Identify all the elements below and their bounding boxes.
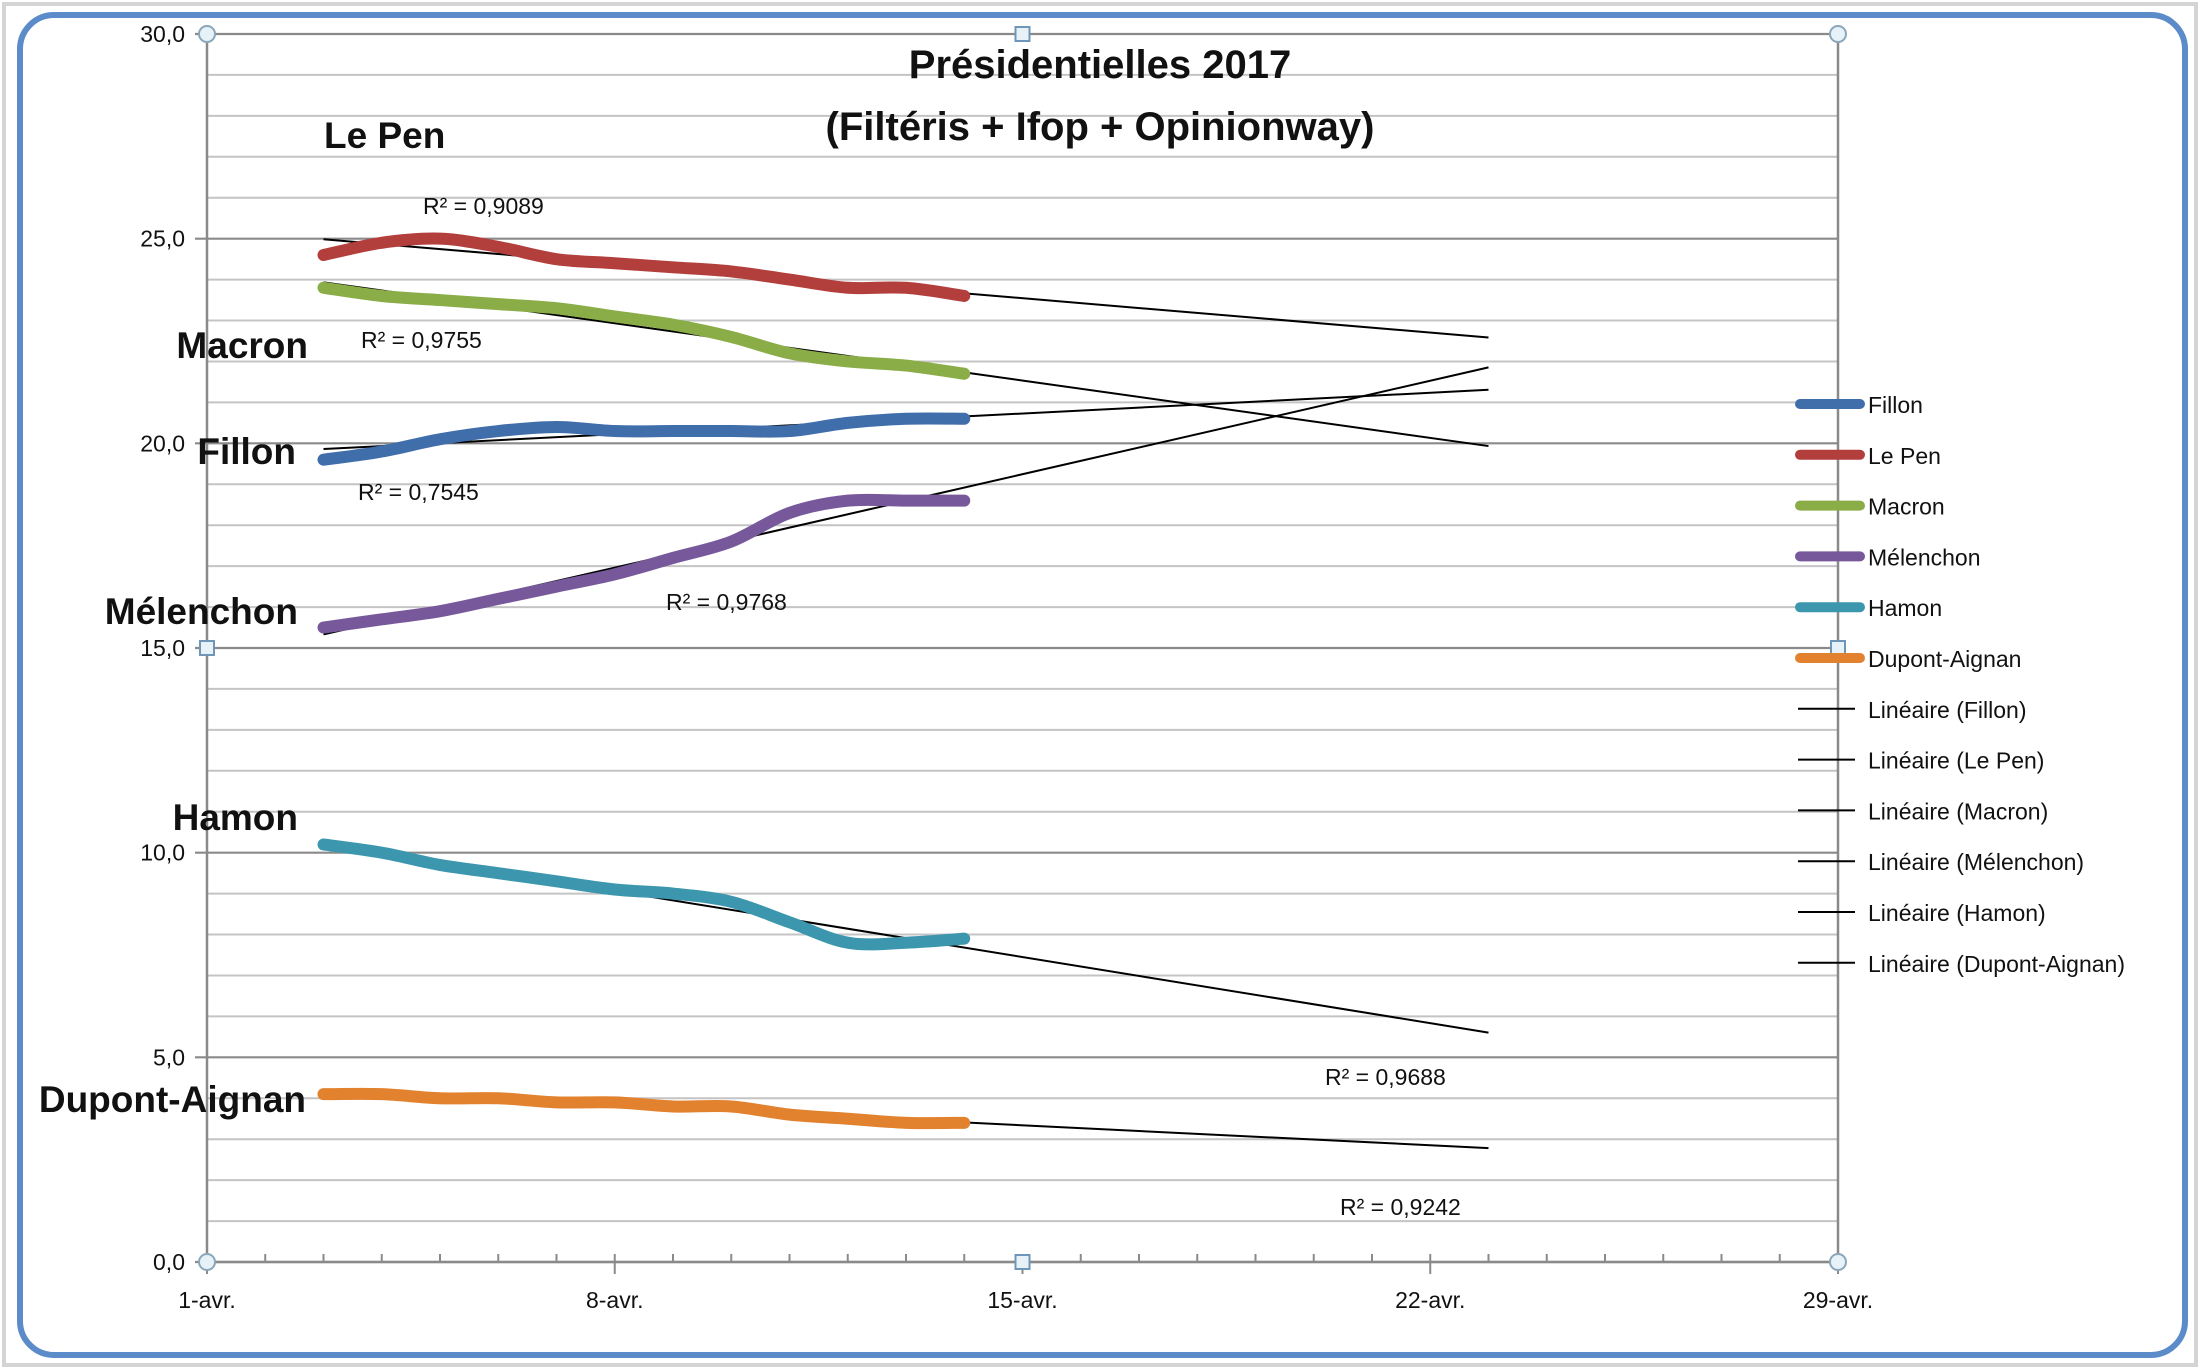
series-line-Dupont-Aignan bbox=[317, 1087, 971, 1130]
resize-handle bbox=[1830, 640, 1846, 656]
legend-entry: Hamon bbox=[1868, 595, 1942, 621]
legend-entry: Dupont-Aignan bbox=[1868, 646, 2021, 672]
legend-entry: Linéaire (Hamon) bbox=[1868, 900, 2046, 926]
r-squared-label-Dupont-Aignan: R² = 0,9242 bbox=[1340, 1194, 1461, 1220]
y-tick-label: 25,0 bbox=[140, 226, 185, 252]
chart-title-line1: Présidentielles 2017 bbox=[909, 43, 1291, 87]
series-lines bbox=[317, 232, 971, 1130]
legend-entry: Linéaire (Macron) bbox=[1868, 798, 2048, 824]
resize-handle bbox=[199, 640, 215, 656]
x-tick-label: 1-avr. bbox=[178, 1287, 236, 1313]
legend-entry: Le Pen bbox=[1868, 443, 1941, 469]
legend-entry: Linéaire (Fillon) bbox=[1868, 697, 2027, 723]
resize-handle bbox=[198, 25, 216, 43]
legend-entry: Linéaire (Mélenchon) bbox=[1868, 849, 2084, 875]
series-line-Le Pen bbox=[317, 232, 971, 302]
resize-handle bbox=[1829, 1253, 1847, 1271]
resize-handle bbox=[1014, 26, 1031, 42]
legend-entry: Linéaire (Dupont-Aignan) bbox=[1868, 951, 2125, 977]
legend-entry: Macron bbox=[1868, 494, 1945, 520]
legend-entry: Linéaire (Le Pen) bbox=[1868, 748, 2044, 774]
series-line-Fillon bbox=[317, 412, 971, 466]
y-tick-label: 15,0 bbox=[140, 635, 185, 661]
axes: 0,0 5,0 10,0 15,0 20,0 25,0 30,0 1-avr. 8-avr. 15… bbox=[140, 21, 1873, 1313]
chart-area-border[interactable] bbox=[17, 12, 2188, 1358]
r-squared-label-Le Pen: R² = 0,9089 bbox=[423, 193, 544, 219]
y-tick-label: 30,0 bbox=[140, 21, 185, 47]
annotations: Le Pen R² = 0,9089 Macron R² = 0,9755 Fillon… bbox=[39, 115, 1461, 1220]
x-tick-label: 15-avr. bbox=[987, 1287, 1057, 1313]
series-line-Macron bbox=[317, 281, 971, 380]
y-tick-label: 5,0 bbox=[153, 1044, 185, 1070]
x-tick-label: 29-avr. bbox=[1803, 1287, 1873, 1313]
series-label-Mélenchon: Mélenchon bbox=[105, 591, 298, 632]
resize-handle bbox=[1829, 25, 1847, 43]
r-squared-label-Fillon: R² = 0,7545 bbox=[358, 479, 479, 505]
y-tick-label: 20,0 bbox=[140, 430, 185, 456]
series-label-Macron: Macron bbox=[176, 325, 308, 366]
y-tick-label: 10,0 bbox=[140, 840, 185, 866]
series-label-Fillon: Fillon bbox=[197, 431, 296, 472]
legend-entry: Mélenchon bbox=[1868, 544, 1981, 570]
series-label-Le Pen: Le Pen bbox=[324, 115, 445, 156]
series-label-Dupont-Aignan: Dupont-Aignan bbox=[39, 1079, 306, 1120]
series-label-Hamon: Hamon bbox=[173, 797, 298, 838]
series-line-Hamon bbox=[317, 838, 971, 951]
resize-handle bbox=[1014, 1254, 1031, 1270]
legend[interactable]: Fillon Le Pen Macron Mélenchon Hamon Dupont-A… bbox=[1795, 392, 2125, 977]
resize-handle bbox=[198, 1253, 216, 1271]
y-tick-label: 0,0 bbox=[153, 1249, 185, 1275]
chart-title-line2: (Filtéris + Ifop + Opinionway) bbox=[826, 105, 1375, 149]
r-squared-label-Macron: R² = 0,9755 bbox=[361, 327, 482, 353]
legend-entry: Fillon bbox=[1868, 392, 1923, 418]
r-squared-label-Hamon: R² = 0,9688 bbox=[1325, 1064, 1446, 1090]
x-tick-label: 22-avr. bbox=[1395, 1287, 1465, 1313]
series-line-Mélenchon bbox=[317, 493, 971, 634]
r-squared-label-Mélenchon: R² = 0,9768 bbox=[666, 589, 787, 615]
x-tick-label: 8-avr. bbox=[586, 1287, 644, 1313]
